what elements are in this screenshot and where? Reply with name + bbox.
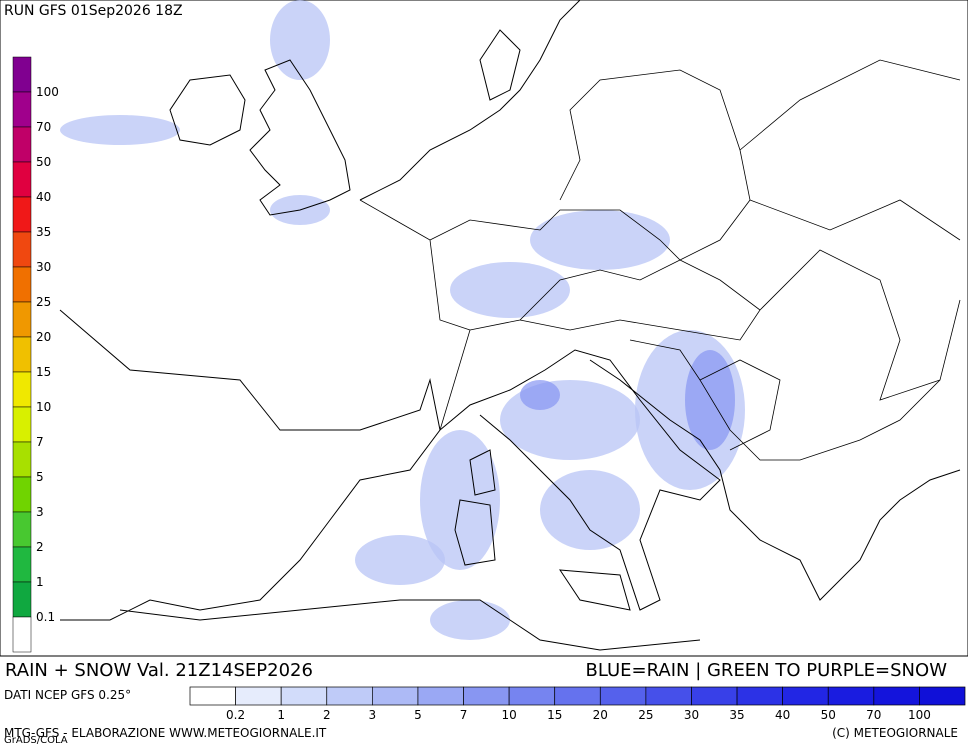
snow-swatch <box>12 91 32 128</box>
snow-label: 30 <box>36 260 51 274</box>
snow-label: 7 <box>36 435 44 449</box>
snow-swatch <box>12 161 32 198</box>
rain-swatch <box>280 686 328 706</box>
snow-swatch <box>12 476 32 513</box>
rain-swatch <box>691 686 738 706</box>
snow-swatch <box>12 196 32 233</box>
rain-label: 15 <box>547 708 562 722</box>
snow-swatch <box>12 301 32 338</box>
run-label: RUN GFS 01Sep2026 18Z <box>4 3 183 19</box>
rain-label: 0.2 <box>226 708 245 722</box>
snow-label: 2 <box>36 540 44 554</box>
rain-label: 20 <box>593 708 608 722</box>
rain-label: 1 <box>277 708 285 722</box>
snow-swatch <box>12 406 32 443</box>
rain-swatch <box>782 686 829 706</box>
rain-swatch <box>827 686 875 706</box>
rain-label: 3 <box>369 708 377 722</box>
chart-title: RAIN + SNOW Val. 21Z14SEP2026 <box>5 660 313 681</box>
snow-label: 10 <box>36 400 51 414</box>
borders <box>359 59 961 461</box>
snow-label: 35 <box>36 225 51 239</box>
snow-swatch <box>12 371 32 408</box>
snow-label: 20 <box>36 330 51 344</box>
snow-label: 0.1 <box>36 610 55 624</box>
snow-swatch <box>12 56 32 93</box>
rain-label: 25 <box>638 708 653 722</box>
snow-label: 5 <box>36 470 44 484</box>
snow-legend: 100 70 50 40 35 30 25 20 15 10 7 5 3 2 1 0.1 <box>12 56 59 653</box>
snow-swatch <box>12 616 32 653</box>
coastlines <box>59 0 961 651</box>
snow-label: 25 <box>36 295 51 309</box>
rain-swatch <box>372 686 419 706</box>
rain-swatch <box>645 686 692 706</box>
rain-swatch <box>463 686 510 706</box>
snow-swatch <box>12 231 32 268</box>
precipitation <box>60 0 745 640</box>
grads-label: GrADS/COLA <box>4 735 68 745</box>
snow-label: 50 <box>36 155 51 169</box>
rain-label: 7 <box>460 708 468 722</box>
rain-swatch <box>235 686 282 706</box>
rain-label: 70 <box>866 708 881 722</box>
rain-swatch <box>189 686 236 706</box>
rain-label: 40 <box>775 708 790 722</box>
rain-legend: 0.2 1 2 3 5 7 10 15 20 25 30 35 40 50 70 100 <box>189 686 966 722</box>
snow-swatch <box>12 336 32 373</box>
rain-swatch <box>417 686 464 706</box>
snow-swatch <box>12 511 32 548</box>
rain-swatch <box>554 686 601 706</box>
snow-label: 40 <box>36 190 51 204</box>
snow-swatch <box>12 126 32 163</box>
rain-label: 2 <box>323 708 331 722</box>
map <box>0 0 968 657</box>
rain-swatch <box>736 686 783 706</box>
snow-swatch <box>12 546 32 583</box>
snow-label: 1 <box>36 575 44 589</box>
rain-label: 100 <box>908 708 931 722</box>
rain-label: 50 <box>821 708 836 722</box>
rain-label: 30 <box>684 708 699 722</box>
snow-label: 100 <box>36 85 59 99</box>
copyright-label: (C) METEOGIORNALE <box>832 726 958 740</box>
source-label: DATI NCEP GFS 0.25° <box>4 688 131 702</box>
credit-label: MTG-GFS - ELABORAZIONE WWW.METEOGIORNALE… <box>4 726 327 740</box>
rain-swatch <box>326 686 373 706</box>
map-frame <box>0 0 968 657</box>
legend-note: BLUE=RAIN | GREEN TO PURPLE=SNOW <box>586 660 948 681</box>
snow-label: 70 <box>36 120 51 134</box>
rain-label: 5 <box>414 708 422 722</box>
rain-swatch <box>599 686 647 706</box>
rain-label: 10 <box>501 708 516 722</box>
snow-swatch <box>12 441 32 478</box>
snow-swatch <box>12 266 32 303</box>
snow-label: 3 <box>36 505 44 519</box>
rain-swatch <box>508 686 556 706</box>
rain-swatch <box>919 686 966 706</box>
snow-label: 15 <box>36 365 51 379</box>
rain-label: 35 <box>729 708 744 722</box>
snow-swatch <box>12 581 32 618</box>
rain-swatch <box>873 686 920 706</box>
